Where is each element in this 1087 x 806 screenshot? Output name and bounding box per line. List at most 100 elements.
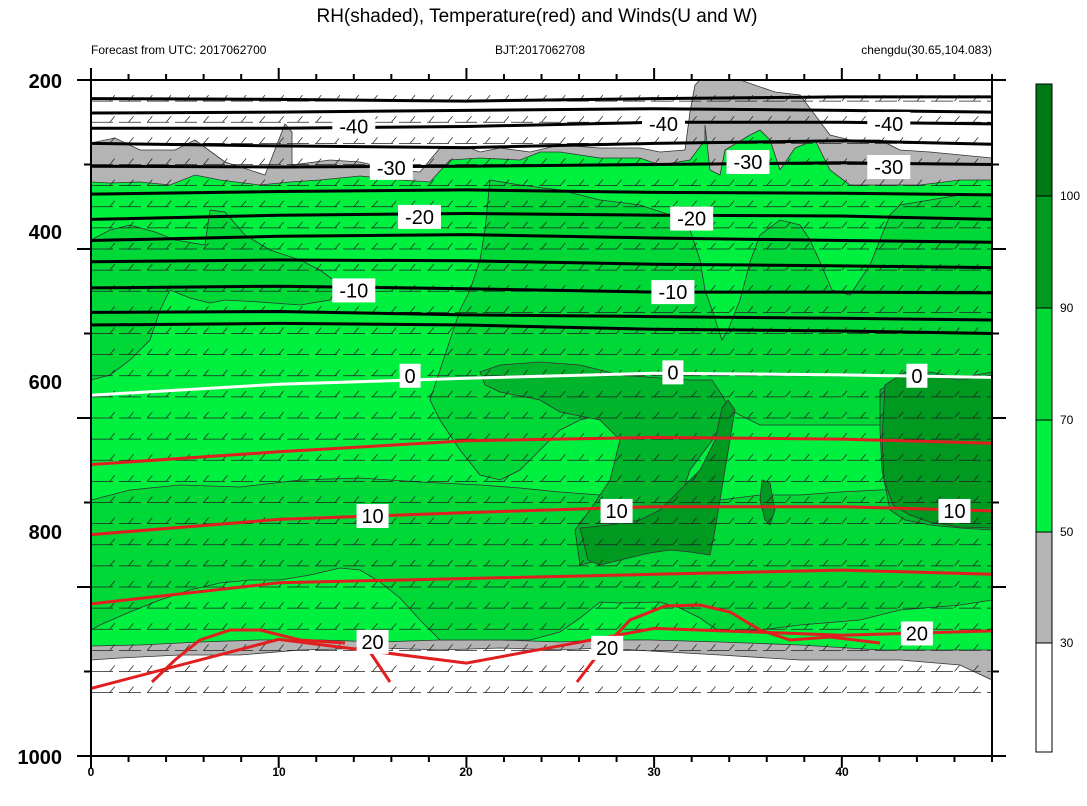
- wind-barb: [972, 432, 979, 440]
- wind-barb: [109, 644, 116, 651]
- temp-contour-line: [91, 120, 992, 130]
- wind-barb: [278, 327, 284, 334]
- wind-barb: [484, 306, 491, 313]
- wind-barb: [259, 369, 266, 376]
- wind-barb: [635, 454, 641, 461]
- wind-barb: [503, 580, 510, 588]
- wind-barb: [165, 580, 172, 588]
- wind-barb: [578, 411, 585, 419]
- wind-barb: [315, 116, 322, 123]
- wind-barb: [522, 538, 528, 545]
- wind-barb: [916, 601, 923, 609]
- wind-barb: [597, 306, 604, 313]
- wind-barb: [935, 390, 941, 398]
- wind-barb: [447, 644, 453, 651]
- wind-barb: [747, 601, 754, 609]
- wind-barb: [616, 242, 622, 250]
- wind-barb: [222, 559, 228, 567]
- wind-barb: [653, 200, 660, 207]
- wind-barb: [278, 221, 284, 229]
- wind-barb: [879, 601, 885, 609]
- wind-barb: [334, 200, 341, 207]
- temp-contour-line: [91, 258, 992, 270]
- wind-barb: [597, 601, 604, 609]
- wind-barb: [372, 538, 378, 545]
- wind-barb: [972, 686, 979, 693]
- wind-barb: [222, 221, 228, 229]
- wind-barb: [484, 559, 491, 567]
- wind-barb: [747, 411, 754, 419]
- wind-barb: [541, 475, 547, 482]
- wind-barb: [728, 411, 735, 419]
- wind-barb: [578, 517, 585, 524]
- wind-barb: [916, 285, 923, 292]
- wind-barb: [353, 158, 360, 165]
- wind-barb: [578, 454, 585, 461]
- wind-barb: [710, 623, 716, 630]
- wind-barb: [710, 538, 716, 545]
- contour-label-box: [938, 498, 971, 523]
- wind-barb: [259, 644, 266, 651]
- wind-barb: [203, 559, 209, 567]
- wind-barb: [728, 517, 735, 524]
- wind-barb: [484, 348, 491, 355]
- wind-barb: [372, 601, 378, 609]
- wind-barb: [315, 242, 322, 250]
- wind-barb: [203, 623, 209, 630]
- wind-barb: [860, 348, 866, 355]
- wind-barb: [972, 644, 979, 651]
- wind-barb: [616, 454, 622, 461]
- wind-barb: [747, 517, 754, 524]
- wind-barb: [391, 411, 397, 419]
- wind-barb: [503, 454, 510, 461]
- wind-barb: [109, 496, 116, 503]
- wind-levels: [91, 94, 992, 694]
- wind-barb: [109, 475, 116, 482]
- wind-barb: [315, 200, 322, 207]
- wind-barb: [297, 454, 303, 461]
- wind-barb: [147, 221, 153, 229]
- wind-barb: [203, 200, 209, 207]
- wind-barb: [841, 390, 848, 398]
- wind-barb: [954, 559, 960, 567]
- wind-barb: [466, 242, 472, 250]
- wind-barb: [691, 475, 697, 482]
- wind-barb: [597, 179, 604, 186]
- wind-barb: [128, 475, 134, 482]
- wind-barb: [259, 686, 266, 693]
- wind-barb: [804, 644, 810, 651]
- contour-label-box: [332, 114, 376, 139]
- wind-barb: [822, 475, 829, 482]
- wind-barb: [315, 665, 322, 672]
- wind-barb: [109, 686, 116, 693]
- wind-barb: [522, 623, 528, 630]
- wind-barb: [804, 285, 810, 292]
- wind-barb: [560, 200, 566, 207]
- wind-barb: [222, 432, 228, 440]
- wind-barb: [916, 116, 923, 123]
- wind-barb: [541, 411, 547, 419]
- wind-barb: [334, 242, 341, 250]
- contour-label-box: [900, 621, 933, 646]
- wind-barb: [428, 390, 435, 398]
- wind-barb: [653, 601, 660, 609]
- wind-barb: [804, 538, 810, 545]
- wind-barb: [278, 179, 284, 186]
- wind-barb: [954, 475, 960, 482]
- wind-barb: [935, 686, 941, 693]
- wind-barb: [672, 242, 679, 250]
- wind-barb: [972, 390, 979, 398]
- wind-barb: [653, 306, 660, 313]
- wind-barb: [785, 475, 791, 482]
- wind-barb: [522, 644, 528, 651]
- wind-barb: [710, 390, 716, 398]
- wind-barb: [954, 348, 960, 355]
- wind-barb: [616, 137, 622, 144]
- wind-barb: [353, 327, 360, 334]
- wind-barb: [578, 179, 585, 186]
- wind-barb: [841, 580, 848, 588]
- wind-barb: [297, 432, 303, 440]
- wind-barb: [747, 179, 754, 186]
- wind-barb: [447, 369, 453, 376]
